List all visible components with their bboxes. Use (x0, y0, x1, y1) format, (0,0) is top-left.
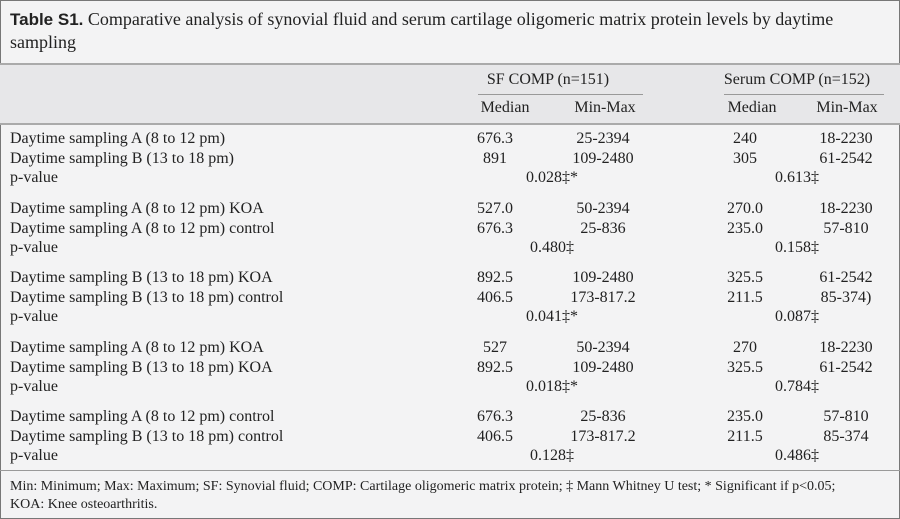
row-label: Daytime sampling B (13 to 18 pm) KOA (10, 269, 273, 286)
sf-range-cell: 25-836 (580, 219, 626, 237)
sf-p-value: 0.041‡* (526, 308, 578, 326)
serum-median-cell: 235.0 (727, 219, 763, 237)
p-value-label: p-value (10, 308, 58, 326)
serum-range-cell: 61-2542 (819, 269, 873, 286)
serum-range-cell: 85-374 (823, 427, 869, 445)
p-value-label: p-value (10, 169, 58, 187)
sf-median-cell: 891 (483, 149, 507, 167)
sf-range-cell: 25-2394 (576, 130, 630, 147)
row-label: Daytime sampling A (8 to 12 pm) control (10, 408, 275, 425)
serum-p-value: 0.158‡ (775, 239, 819, 257)
serum-median-cell: 240 (733, 130, 757, 147)
sf-p-value: 0.480‡ (530, 239, 574, 257)
serum-range-cell: 57-810 (823, 408, 869, 425)
sf-range-cell: 25-836 (580, 408, 626, 425)
sf-p-value: 0.018‡* (526, 378, 578, 396)
row-label: Daytime sampling B (13 to 18 pm) control (10, 288, 284, 306)
header-sf-minmax: Min-Max (574, 99, 636, 116)
sf-range-cell: 109-2480 (572, 269, 634, 286)
sf-median-cell: 527 (483, 339, 507, 356)
sf-median-cell: 892.5 (477, 358, 513, 376)
p-value-label: p-value (10, 447, 58, 465)
table-title: Table S1. Comparative analysis of synovi… (10, 8, 890, 53)
header-sf-comp: SF COMP (n=151) (486, 71, 610, 88)
serum-range-cell: 18-2230 (819, 130, 873, 147)
serum-median-cell: 211.5 (727, 288, 763, 306)
row-label: Daytime sampling A (8 to 12 pm) control (10, 219, 275, 237)
p-value-label: p-value (10, 239, 58, 257)
sf-median-cell: 892.5 (477, 269, 513, 286)
footnote-line-1: Min: Minimum; Max: Maximum; SF: Synovial… (10, 479, 836, 494)
row-label: Daytime sampling B (13 to 18 pm) (10, 149, 234, 167)
sf-range-cell: 173-817.2 (570, 427, 636, 445)
header-serum-comp: Serum COMP (n=152) (723, 71, 871, 88)
serum-median-cell: 235.0 (727, 408, 763, 425)
row-label: Daytime sampling A (8 to 12 pm) (10, 130, 226, 147)
header-serum-minmax: Min-Max (816, 99, 878, 116)
serum-median-cell: 305 (733, 149, 757, 167)
footnote: Min: Minimum; Max: Maximum; SF: Synovial… (10, 478, 895, 514)
serum-underline (724, 94, 884, 95)
sf-range-cell: 50-2394 (576, 339, 630, 356)
header-sf-median: Median (480, 99, 530, 116)
sf-range-cell: 50-2394 (576, 200, 630, 217)
row-label: Daytime sampling A (8 to 12 pm) KOA (10, 200, 264, 217)
row-label: Daytime sampling A (8 to 12 pm) KOA (10, 339, 264, 356)
footer-divider (0, 470, 900, 471)
serum-p-value: 0.784‡ (775, 378, 819, 396)
sf-median-cell: 527.0 (477, 200, 513, 217)
serum-median-cell: 325.5 (727, 358, 763, 376)
serum-range-cell: 61-2542 (819, 149, 873, 167)
serum-range-cell: 61-2542 (819, 358, 873, 376)
sf-underline (478, 94, 643, 95)
sf-p-value: 0.128‡ (530, 447, 574, 465)
serum-median-cell: 325.5 (727, 269, 763, 286)
sf-range-cell: 109-2480 (572, 358, 634, 376)
sf-p-value: 0.028‡* (526, 169, 578, 187)
table-label: Table S1. (10, 10, 84, 29)
row-label: Daytime sampling B (13 to 18 pm) control (10, 427, 284, 445)
sf-range-cell: 109-2480 (572, 149, 634, 167)
serum-range-cell: 18-2230 (819, 200, 873, 217)
sf-range-cell: 173-817.2 (570, 288, 636, 306)
sf-median-cell: 676.3 (477, 130, 513, 147)
serum-range-cell: 57-810 (823, 219, 869, 237)
row-label: Daytime sampling B (13 to 18 pm) KOA (10, 358, 273, 376)
serum-p-value: 0.486‡ (775, 447, 819, 465)
serum-median-cell: 270.0 (727, 200, 763, 217)
serum-p-value: 0.613‡ (775, 169, 819, 187)
sf-median-cell: 406.5 (477, 427, 513, 445)
serum-range-cell: 85-374) (820, 288, 872, 306)
serum-median-cell: 270 (733, 339, 757, 356)
sf-median-cell: 406.5 (477, 288, 513, 306)
sf-median-cell: 676.3 (477, 408, 513, 425)
table-caption: Comparative analysis of synovial fluid a… (10, 9, 834, 52)
footnote-line-2: KOA: Knee osteoarthritis. (10, 497, 158, 512)
serum-range-cell: 18-2230 (819, 339, 873, 356)
p-value-label: p-value (10, 378, 58, 396)
header-serum-median: Median (727, 99, 777, 116)
serum-p-value: 0.087‡ (775, 308, 819, 326)
serum-median-cell: 211.5 (727, 427, 763, 445)
sf-median-cell: 676.3 (477, 219, 513, 237)
